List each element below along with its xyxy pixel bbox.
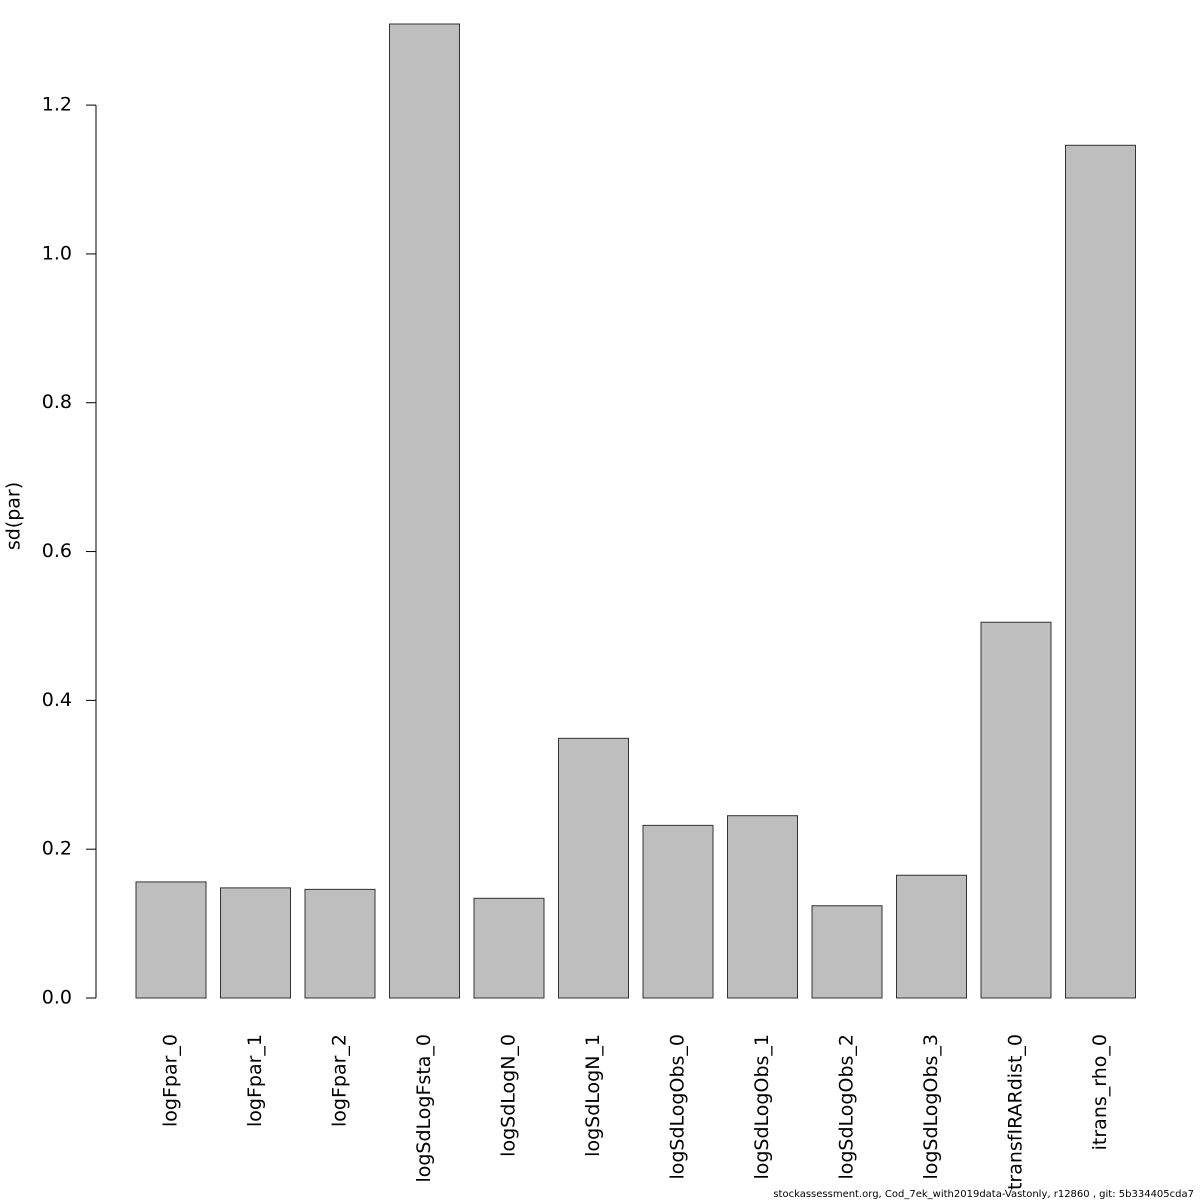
x-tick-label: logFpar_2 bbox=[329, 1034, 351, 1127]
x-tick-label: logFpar_0 bbox=[160, 1034, 182, 1127]
x-tick-label: logSdLogObs_2 bbox=[836, 1034, 858, 1180]
x-tick-label: logSdLogObs_1 bbox=[751, 1034, 773, 1180]
bar bbox=[220, 887, 291, 999]
bar bbox=[642, 824, 714, 999]
bar bbox=[727, 815, 798, 999]
bar bbox=[1065, 144, 1136, 999]
x-tick-label: itrans_rho_0 bbox=[1089, 1034, 1111, 1150]
bar bbox=[980, 621, 1052, 999]
y-tick-label: 0.8 bbox=[42, 391, 72, 413]
footer: stockassessment.org, Cod_7ek_with2019dat… bbox=[773, 1189, 1194, 1200]
x-tick-label: transfIRARdist_0 bbox=[1005, 1034, 1027, 1190]
x-tick-label: logSdLogFsta_0 bbox=[413, 1034, 435, 1183]
y-tick-label: 0.4 bbox=[42, 689, 72, 711]
y-tick-label: 1.2 bbox=[42, 94, 72, 116]
x-tick-label: logSdLogObs_0 bbox=[667, 1034, 689, 1180]
bar bbox=[896, 874, 967, 999]
y-tick-label: 0.2 bbox=[42, 838, 72, 860]
x-tick-label: logSdLogN_1 bbox=[582, 1034, 604, 1157]
y-axis-label: sd(par) bbox=[3, 482, 25, 550]
x-tick-label: logSdLogN_0 bbox=[498, 1034, 520, 1157]
y-tick-label: 0.6 bbox=[42, 540, 72, 562]
bar bbox=[389, 23, 460, 999]
bar bbox=[304, 888, 376, 999]
bar bbox=[558, 737, 629, 999]
y-tick-label: 1.0 bbox=[42, 242, 72, 264]
x-tick-label: logFpar_1 bbox=[244, 1034, 266, 1127]
bar bbox=[135, 881, 207, 999]
y-tick-label: 0.0 bbox=[42, 987, 72, 1009]
bar bbox=[811, 905, 883, 999]
x-tick-label: logSdLogObs_3 bbox=[920, 1034, 942, 1180]
bar bbox=[473, 897, 545, 999]
